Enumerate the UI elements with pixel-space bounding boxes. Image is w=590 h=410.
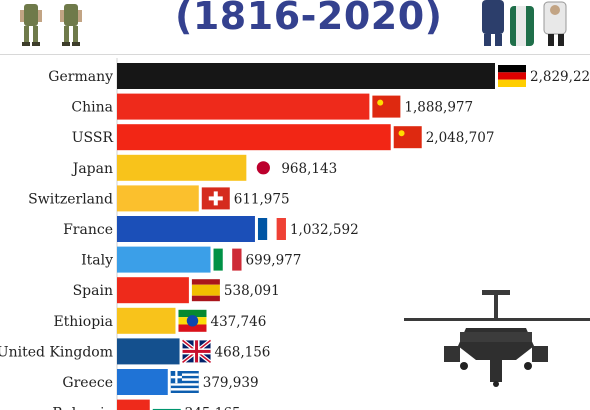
- bar: [117, 399, 150, 410]
- ethiopia-flag-icon: [178, 309, 207, 332]
- bar: [117, 216, 255, 242]
- category-label: Japan: [71, 161, 113, 177]
- category-label: Spain: [73, 283, 113, 299]
- germany-flag-icon: [498, 65, 526, 87]
- value-label: 437,746: [210, 314, 266, 330]
- people-icon: [482, 0, 567, 46]
- value-label: 245,165: [185, 406, 241, 410]
- united-kingdom-flag-icon: [181, 338, 212, 364]
- switzerland-flag-icon: [201, 187, 230, 210]
- category-label: USSR: [72, 130, 114, 146]
- bar: [117, 369, 168, 395]
- category-label: Germany: [48, 69, 113, 85]
- spain-flag-icon: [191, 279, 220, 302]
- soldiers-icon: [20, 4, 82, 46]
- value-label: 1,888,977: [404, 100, 473, 116]
- japan-flag-icon: [249, 156, 278, 179]
- value-label: 699,977: [246, 253, 302, 269]
- greece-flag-icon: [170, 371, 199, 393]
- bulgaria-flag-icon: [152, 401, 181, 410]
- value-label: 2,048,707: [426, 130, 495, 146]
- italy-flag-icon: [213, 248, 242, 271]
- value-label: 379,939: [203, 375, 259, 391]
- chart-title: (1816-2020): [175, 0, 443, 38]
- bar: [117, 185, 199, 212]
- value-label: 968,143: [281, 161, 337, 177]
- china-flag-icon: [372, 95, 401, 118]
- bar: [117, 338, 180, 365]
- bar: [117, 154, 247, 181]
- value-label: 468,156: [215, 344, 271, 360]
- bar: [117, 246, 211, 273]
- bar: [117, 277, 189, 304]
- category-label: United Kingdom: [0, 344, 113, 360]
- bar: [117, 93, 370, 120]
- ussr-flag-icon: [393, 126, 422, 149]
- value-label: 2,829,229: [530, 69, 590, 85]
- header-divider: [0, 54, 590, 55]
- category-label: Italy: [81, 253, 113, 269]
- value-label: 611,975: [234, 191, 290, 207]
- value-label: 538,091: [224, 283, 280, 299]
- bar: [117, 307, 176, 334]
- category-label: Switzerland: [28, 191, 113, 207]
- category-label: France: [63, 222, 113, 238]
- value-label: 1,032,592: [290, 222, 359, 238]
- category-label: China: [71, 100, 113, 116]
- category-label: Ethiopia: [53, 314, 113, 330]
- bar: [117, 63, 495, 89]
- helicopter-icon: [404, 290, 590, 387]
- france-flag-icon: [257, 218, 286, 240]
- category-label: Bulgaria: [52, 406, 113, 410]
- bar: [117, 124, 391, 151]
- category-label: Greece: [62, 375, 113, 391]
